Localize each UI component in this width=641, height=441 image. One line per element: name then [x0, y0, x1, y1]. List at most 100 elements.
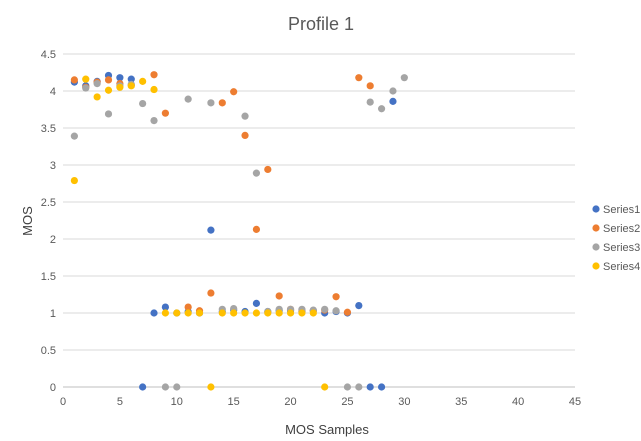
data-point-series3: [161, 383, 169, 391]
data-point-series4: [286, 309, 295, 317]
data-point-series3: [82, 84, 90, 92]
data-point-series2: [275, 292, 283, 300]
y-tick-label: 1.5: [41, 271, 56, 283]
data-point-series3: [173, 383, 181, 391]
data-point-series4: [104, 86, 113, 94]
data-point-series1: [252, 299, 261, 307]
data-point-series4: [93, 93, 101, 101]
data-point-series4: [150, 85, 158, 94]
data-point-series4: [264, 309, 272, 317]
data-point-series3: [241, 112, 249, 120]
data-point-series1: [161, 303, 169, 311]
data-point-series2: [218, 99, 226, 107]
data-point-series2: [161, 109, 169, 117]
data-point-series4: [309, 309, 317, 317]
data-point-series2: [252, 225, 261, 233]
data-point-series4: [252, 309, 261, 317]
data-point-series3: [389, 87, 397, 95]
data-point-series1: [389, 97, 397, 105]
data-point-series4: [70, 176, 78, 185]
x-tick-label: 40: [512, 396, 524, 408]
x-tick-label: 45: [569, 396, 581, 408]
x-tick-label: 5: [117, 396, 123, 408]
data-point-series4: [139, 77, 147, 85]
data-point-series2: [241, 131, 249, 139]
x-axis-title: MOS Samples: [285, 422, 369, 437]
data-point-series3: [400, 74, 408, 82]
gridlines: [63, 53, 575, 351]
data-point-series1: [139, 383, 147, 391]
data-point-series4: [161, 309, 169, 317]
legend-label-series2: Series2: [603, 223, 640, 235]
data-point-series3: [252, 169, 261, 177]
data-point-series3: [355, 383, 363, 391]
data-point-series2: [70, 76, 78, 84]
data-point-series4: [173, 309, 181, 317]
data-point-series2: [207, 289, 215, 297]
data-point-series3: [104, 110, 113, 118]
data-point-series2: [366, 82, 374, 90]
data-point-series1: [366, 383, 374, 391]
y-tick-label: 0.5: [41, 345, 56, 357]
y-tick-label: 1: [50, 308, 56, 320]
data-point-series2: [343, 308, 352, 316]
data-point-series4: [184, 309, 192, 317]
data-point-series2: [230, 88, 238, 96]
data-point-series3: [377, 105, 386, 113]
data-point-series2: [264, 165, 272, 174]
y-tick-label: 3.5: [41, 123, 56, 135]
y-tick-label: 2.5: [41, 197, 56, 209]
data-point-series3: [70, 132, 78, 140]
data-point-series1: [116, 74, 124, 82]
data-point-series4: [298, 309, 306, 317]
data-point-series2: [150, 71, 158, 79]
data-point-series3: [332, 307, 340, 315]
x-tick-label: 35: [455, 396, 467, 408]
data-point-series2: [332, 293, 340, 301]
data-point-series4: [195, 309, 204, 317]
legend-label-series3: Series3: [603, 242, 640, 254]
x-tick-label: 30: [398, 396, 410, 408]
data-point-series1: [207, 226, 215, 234]
y-tick-label: 2: [50, 234, 56, 246]
data-point-series1: [355, 302, 363, 310]
data-point-series4: [275, 309, 283, 317]
data-point-series2: [355, 74, 363, 82]
legend-label-series1: Series1: [603, 204, 640, 216]
legend-marker-series1: [592, 205, 600, 213]
data-point-series4: [82, 75, 90, 83]
y-tick-label: 4: [50, 86, 56, 98]
data-point-series2: [184, 303, 192, 311]
data-point-series3: [321, 305, 329, 313]
y-axis-title: MOS: [20, 206, 35, 236]
data-point-series3: [150, 117, 158, 125]
legend-marker-series4: [592, 262, 600, 270]
y-tick-label: 3: [50, 160, 56, 172]
data-point-series4: [241, 309, 249, 317]
y-tick-label: 4.5: [41, 49, 56, 61]
data-point-series3: [366, 98, 374, 106]
data-point-series3: [184, 95, 192, 103]
x-tick-label: 0: [60, 396, 66, 408]
data-point-series4: [207, 383, 215, 391]
x-tick-label: 20: [284, 396, 296, 408]
legend: Series1 Series2 Series3 Series4: [592, 204, 640, 273]
data-point-series1: [150, 309, 158, 317]
data-point-series2: [104, 76, 113, 84]
data-point-series4: [116, 83, 124, 91]
data-point-series4: [230, 309, 238, 317]
x-tick-label: 15: [228, 396, 240, 408]
legend-marker-series3: [592, 243, 600, 251]
data-point-series3: [139, 99, 147, 108]
tick-labels: 0 0.5 1 1.5 2 2.5 3 3.5 4 4.5 0 5 10 15 20 25 30 35 40 45: [41, 49, 581, 408]
data-points: [70, 71, 408, 391]
x-tick-label: 10: [171, 396, 183, 408]
legend-label-series4: Series4: [603, 261, 640, 273]
data-point-series3: [207, 99, 215, 107]
chart-title: Profile 1: [288, 14, 354, 34]
data-point-series1: [377, 383, 386, 391]
legend-marker-series2: [592, 224, 600, 232]
data-point-series1: [127, 75, 135, 83]
